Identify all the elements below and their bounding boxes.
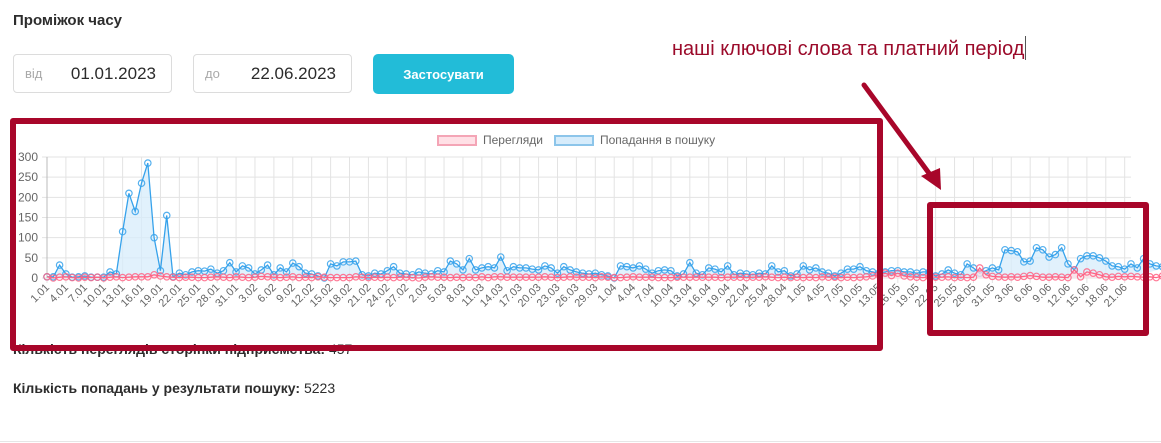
line-chart: 0501001502002503001.014.017.0110.0113.01…: [18, 150, 1161, 310]
svg-text:150: 150: [18, 211, 38, 225]
svg-text:1.01: 1.01: [28, 282, 52, 306]
date-from-prefix: від: [25, 66, 43, 81]
svg-text:3.02: 3.02: [236, 282, 260, 306]
text-caret: [1025, 36, 1027, 60]
svg-text:6.06: 6.06: [1012, 282, 1036, 306]
legend-item-search[interactable]: Попадання в пошуку: [553, 133, 716, 147]
views-stat-label: Кількість переглядів сторінки підприємст…: [13, 341, 326, 357]
date-to-value[interactable]: 22.06.2023: [250, 64, 336, 83]
svg-text:50: 50: [25, 251, 39, 265]
search-stat-value: 5223: [303, 380, 336, 396]
search-stat: Кількість попадань у результати пошуку: …: [13, 380, 335, 396]
annotation-text: наші ключові слова та платний період: [672, 36, 1027, 61]
chart-legend: Перегляди Попадання в пошуку: [437, 133, 726, 147]
svg-text:200: 200: [18, 190, 38, 204]
svg-text:100: 100: [18, 231, 38, 245]
svg-text:0: 0: [31, 271, 38, 285]
time-range-title: Проміжок часу: [13, 12, 123, 29]
svg-text:5.03: 5.03: [426, 282, 450, 306]
svg-text:4.05: 4.05: [804, 282, 828, 306]
legend-item-views[interactable]: Перегляди: [437, 133, 543, 147]
svg-text:250: 250: [18, 170, 38, 184]
date-from-value[interactable]: 01.01.2023: [70, 64, 156, 83]
svg-text:1.05: 1.05: [785, 282, 809, 306]
legend-swatch-views: [437, 134, 477, 146]
apply-button[interactable]: Застосувати: [373, 54, 514, 94]
svg-text:4.04: 4.04: [615, 282, 639, 306]
views-stat-value: 457: [328, 341, 353, 357]
legend-swatch-search: [553, 134, 594, 146]
bottom-divider: [0, 441, 1161, 442]
svg-text:6.02: 6.02: [255, 282, 279, 306]
legend-label-search: Попадання в пошуку: [599, 133, 716, 147]
svg-text:300: 300: [18, 150, 38, 164]
svg-text:2.03: 2.03: [407, 282, 431, 306]
search-stat-label: Кількість попадань у результати пошуку:: [13, 380, 301, 396]
svg-text:1.04: 1.04: [596, 282, 620, 306]
legend-label-views: Перегляди: [483, 133, 543, 147]
date-from-field[interactable]: від 01.01.2023: [13, 54, 172, 93]
views-stat: Кількість переглядів сторінки підприємст…: [13, 341, 352, 357]
svg-text:3.06: 3.06: [993, 282, 1017, 306]
annotation-label: наші ключові слова та платний період: [672, 38, 1025, 60]
date-to-prefix: до: [205, 66, 220, 81]
date-to-field[interactable]: до 22.06.2023: [193, 54, 352, 93]
svg-text:4.01: 4.01: [47, 282, 71, 306]
